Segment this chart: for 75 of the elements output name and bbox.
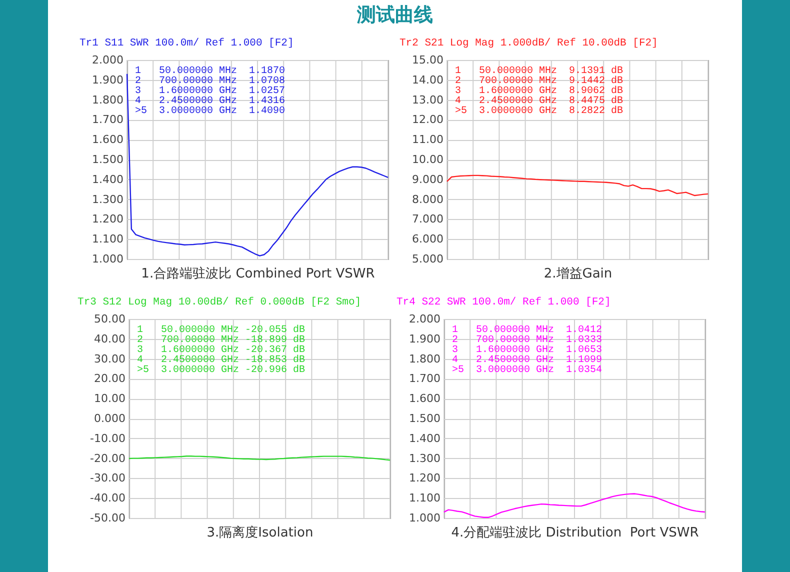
x-axis-title: 3.隔离度Isolation	[206, 524, 314, 540]
chart-title: Tr2 S21 Log Mag 1.000dB/ Ref 10.00dB [F2]	[400, 38, 658, 50]
annotation: >5 3.0000000 GHz 1.0354	[452, 365, 602, 376]
annotation: 4 2.4500000 GHz 8.4475 dB	[455, 95, 624, 107]
chart-title: Tr3 S12 Log Mag 10.00dB/ Ref 0.000dB [F2 Smo]	[78, 296, 362, 308]
y-tick-label: 1.800	[92, 93, 124, 106]
annotation: 2 700.00000 MHz 9.1442 dB	[455, 75, 624, 87]
y-tick-label: -10.00	[90, 432, 126, 445]
annotation: >5 3.0000000 GHz 8.2822 dB	[455, 105, 624, 117]
y-tick-label: 10.00	[94, 392, 126, 406]
y-tick-label: 1.400	[409, 432, 440, 445]
text: 测试曲线	[356, 3, 434, 28]
y-tick-label: 1.300	[92, 192, 124, 206]
chart-title: Tr4 S22 SWR 100.0m/ Ref 1.000 [F2]	[396, 296, 611, 308]
annotation: 2 700.00000 MHz -18.899 dB	[137, 334, 306, 346]
chart-title: Tr1 S11 SWR 100.0m/ Ref 1.000 [F2]	[80, 38, 294, 50]
y-tick-label: 2.000	[409, 312, 440, 326]
y-tick-label: 1.000	[409, 512, 440, 524]
x-axis-title: 2.增益Gain	[544, 266, 612, 282]
y-tick-label: 1.200	[409, 472, 440, 485]
y-tick-label: -30.00	[90, 472, 126, 485]
y-tick-label: -50.00	[90, 512, 126, 524]
annotation: >5 3.0000000 GHz 1.4090	[135, 106, 286, 117]
y-tick-label: 15.00	[412, 54, 444, 66]
y-tick-label: 14.00	[412, 73, 444, 86]
y-tick-label: -20.00	[90, 452, 126, 465]
y-tick-label: 1.900	[92, 73, 124, 86]
y-tick-label: 1.700	[409, 372, 440, 386]
y-tick-label: 13.00	[412, 93, 444, 106]
y-tick-label: 7.000	[412, 212, 444, 226]
y-tick-label: 5.000	[412, 252, 444, 266]
y-tick-label: 1.900	[409, 332, 440, 346]
y-tick-label: 12.00	[412, 113, 444, 126]
y-tick-label: 1.800	[409, 352, 440, 366]
line-series	[126, 73, 389, 256]
annotation: 1 50.000000 MHz -20.055 dB	[137, 324, 306, 336]
annotation: 3 1.6000000 GHz 1.0653	[452, 345, 602, 356]
x-axis-title: 1.合路端驻波比 Combined Port VSWR	[141, 266, 375, 282]
y-tick-label: 1.700	[92, 113, 124, 126]
y-tick-label: 1.000	[92, 252, 124, 266]
annotation: 4 2.4500000 GHz 1.1099	[452, 355, 602, 366]
annotation: 1 50.000000 MHz 1.1870	[135, 66, 286, 77]
annotation: 3 1.6000000 GHz 1.0257	[135, 86, 286, 97]
y-tick-label: 1.200	[92, 212, 124, 226]
annotation: 1 50.000000 MHz 1.0412	[452, 325, 602, 336]
y-tick-label: 10.00	[412, 153, 444, 166]
y-tick-label: 20.00	[94, 372, 126, 386]
annotation: >5 3.0000000 GHz -20.996 dB	[137, 364, 306, 376]
y-tick-label: 50.00	[94, 312, 126, 326]
y-tick-label: 1.600	[409, 392, 440, 406]
line-series	[446, 174, 709, 196]
y-tick-label: 1.600	[92, 133, 124, 146]
annotation: 4 2.4500000 GHz 1.4316	[135, 96, 286, 107]
annotation: 1 50.000000 MHz 9.1391 dB	[455, 65, 624, 77]
y-tick-label: 1.500	[409, 412, 440, 425]
annotation: 2 700.00000 MHz 1.0708	[135, 76, 286, 87]
y-tick-label: 1.400	[92, 172, 124, 186]
y-tick-label: 1.100	[409, 492, 440, 505]
y-tick-label: 8.000	[412, 192, 444, 206]
annotation: 3 1.6000000 GHz 8.9062 dB	[455, 85, 624, 97]
y-tick-label: 40.00	[94, 332, 126, 346]
y-tick-label: 30.00	[94, 352, 126, 366]
y-tick-label: 1.300	[409, 452, 440, 465]
y-tick-label: 11.00	[412, 133, 444, 146]
y-tick-label: 1.100	[92, 232, 124, 246]
annotation: 3 1.6000000 GHz -20.367 dB	[137, 344, 306, 356]
x-axis-title: 4.分配端驻波比 Distribution Port VSWR	[451, 526, 699, 540]
annotation: 4 2.4500000 GHz -18.853 dB	[137, 354, 306, 366]
y-tick-label: -40.00	[90, 492, 126, 505]
annotation: 2 700.00000 MHz 1.0333	[452, 335, 602, 346]
y-tick-label: 0.000	[94, 412, 126, 425]
y-tick-label: 1.500	[92, 153, 124, 166]
y-tick-label: 2.000	[92, 54, 124, 66]
y-tick-label: 9.000	[412, 172, 444, 186]
y-tick-label: 6.000	[412, 232, 444, 246]
